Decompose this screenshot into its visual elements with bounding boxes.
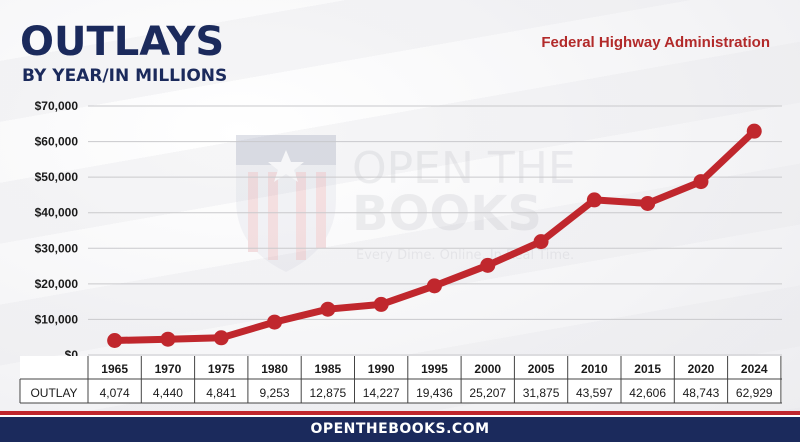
table-cell-value: 9,253 [260,386,290,400]
table-cell-value: 48,743 [683,386,720,400]
table-cell-value: 14,227 [363,386,400,400]
x-tick-label: 1980 [261,362,288,376]
y-tick-label: $60,000 [35,135,79,149]
watermark-tagline: Every Dime. Online. In Real Time. [356,248,574,263]
x-tick-label: 2020 [688,362,715,376]
y-tick-label: $10,000 [35,312,79,326]
x-tick-label: 2024 [741,362,768,376]
y-tick-label: $40,000 [35,206,79,220]
x-tick-label: 1965 [101,362,128,376]
table-cell-value: 25,207 [469,386,506,400]
table-cell-value: 62,929 [736,386,773,400]
x-tick-label: 1985 [314,362,341,376]
y-tick-label: $70,000 [35,99,79,113]
shield-icon [236,135,336,272]
data-point [160,331,176,347]
table-cell-value: 4,440 [153,386,183,400]
y-tick-label: $30,000 [35,241,79,255]
series-outlay [107,123,762,349]
data-point [640,195,656,211]
x-tick-label: 1995 [421,362,448,376]
y-axis-tick-labels: $0$10,000$20,000$30,000$40,000$50,000$60… [35,99,79,362]
footer-stripe-white [0,415,800,417]
chart-title: OUTLAYS [20,19,225,65]
watermark-line2: BOOKS [352,186,542,242]
watermark-line1: OPEN THE [352,143,576,194]
data-point [267,314,283,330]
x-tick-label: 2015 [634,362,661,376]
data-point [426,278,442,294]
data-point [107,333,123,349]
table-row-label: OUTLAY [30,386,77,400]
table-cell-value: 31,875 [523,386,560,400]
table-cell-value: 12,875 [309,386,346,400]
data-point [480,257,496,273]
footer-stripe-red [0,411,800,415]
data-point [373,296,389,312]
x-tick-label: 1970 [155,362,182,376]
data-point [213,330,229,346]
chart-subtitle: BY YEAR/IN MILLIONS [22,66,228,86]
data-point [586,192,602,208]
x-tick-label: 2005 [528,362,555,376]
data-point [746,123,762,139]
x-tick-label: 2010 [581,362,608,376]
table-cell-value: 43,597 [576,386,613,400]
y-tick-label: $20,000 [35,277,79,291]
data-point [533,234,549,250]
y-tick-label: $50,000 [35,170,79,184]
agency-name: Federal Highway Administration [541,34,770,51]
x-tick-label: 2000 [474,362,501,376]
data-point [320,301,336,317]
x-tick-label: 1975 [208,362,235,376]
x-tick-label: 1990 [368,362,395,376]
table-cell-value: 4,074 [100,386,130,400]
table-cell-value: 4,841 [206,386,236,400]
data-table: 1965 4,074 1970 4,440 1975 4,841 1980 9,253 1985… [19,356,782,404]
table-cell-value: 19,436 [416,386,453,400]
watermark: OPEN THE BOOKS Every Dime. Online. In Re… [236,135,576,272]
footer-url: OPENTHEBOOKS.COM [0,417,800,442]
table-cell-value: 42,606 [629,386,666,400]
data-point [693,174,709,190]
